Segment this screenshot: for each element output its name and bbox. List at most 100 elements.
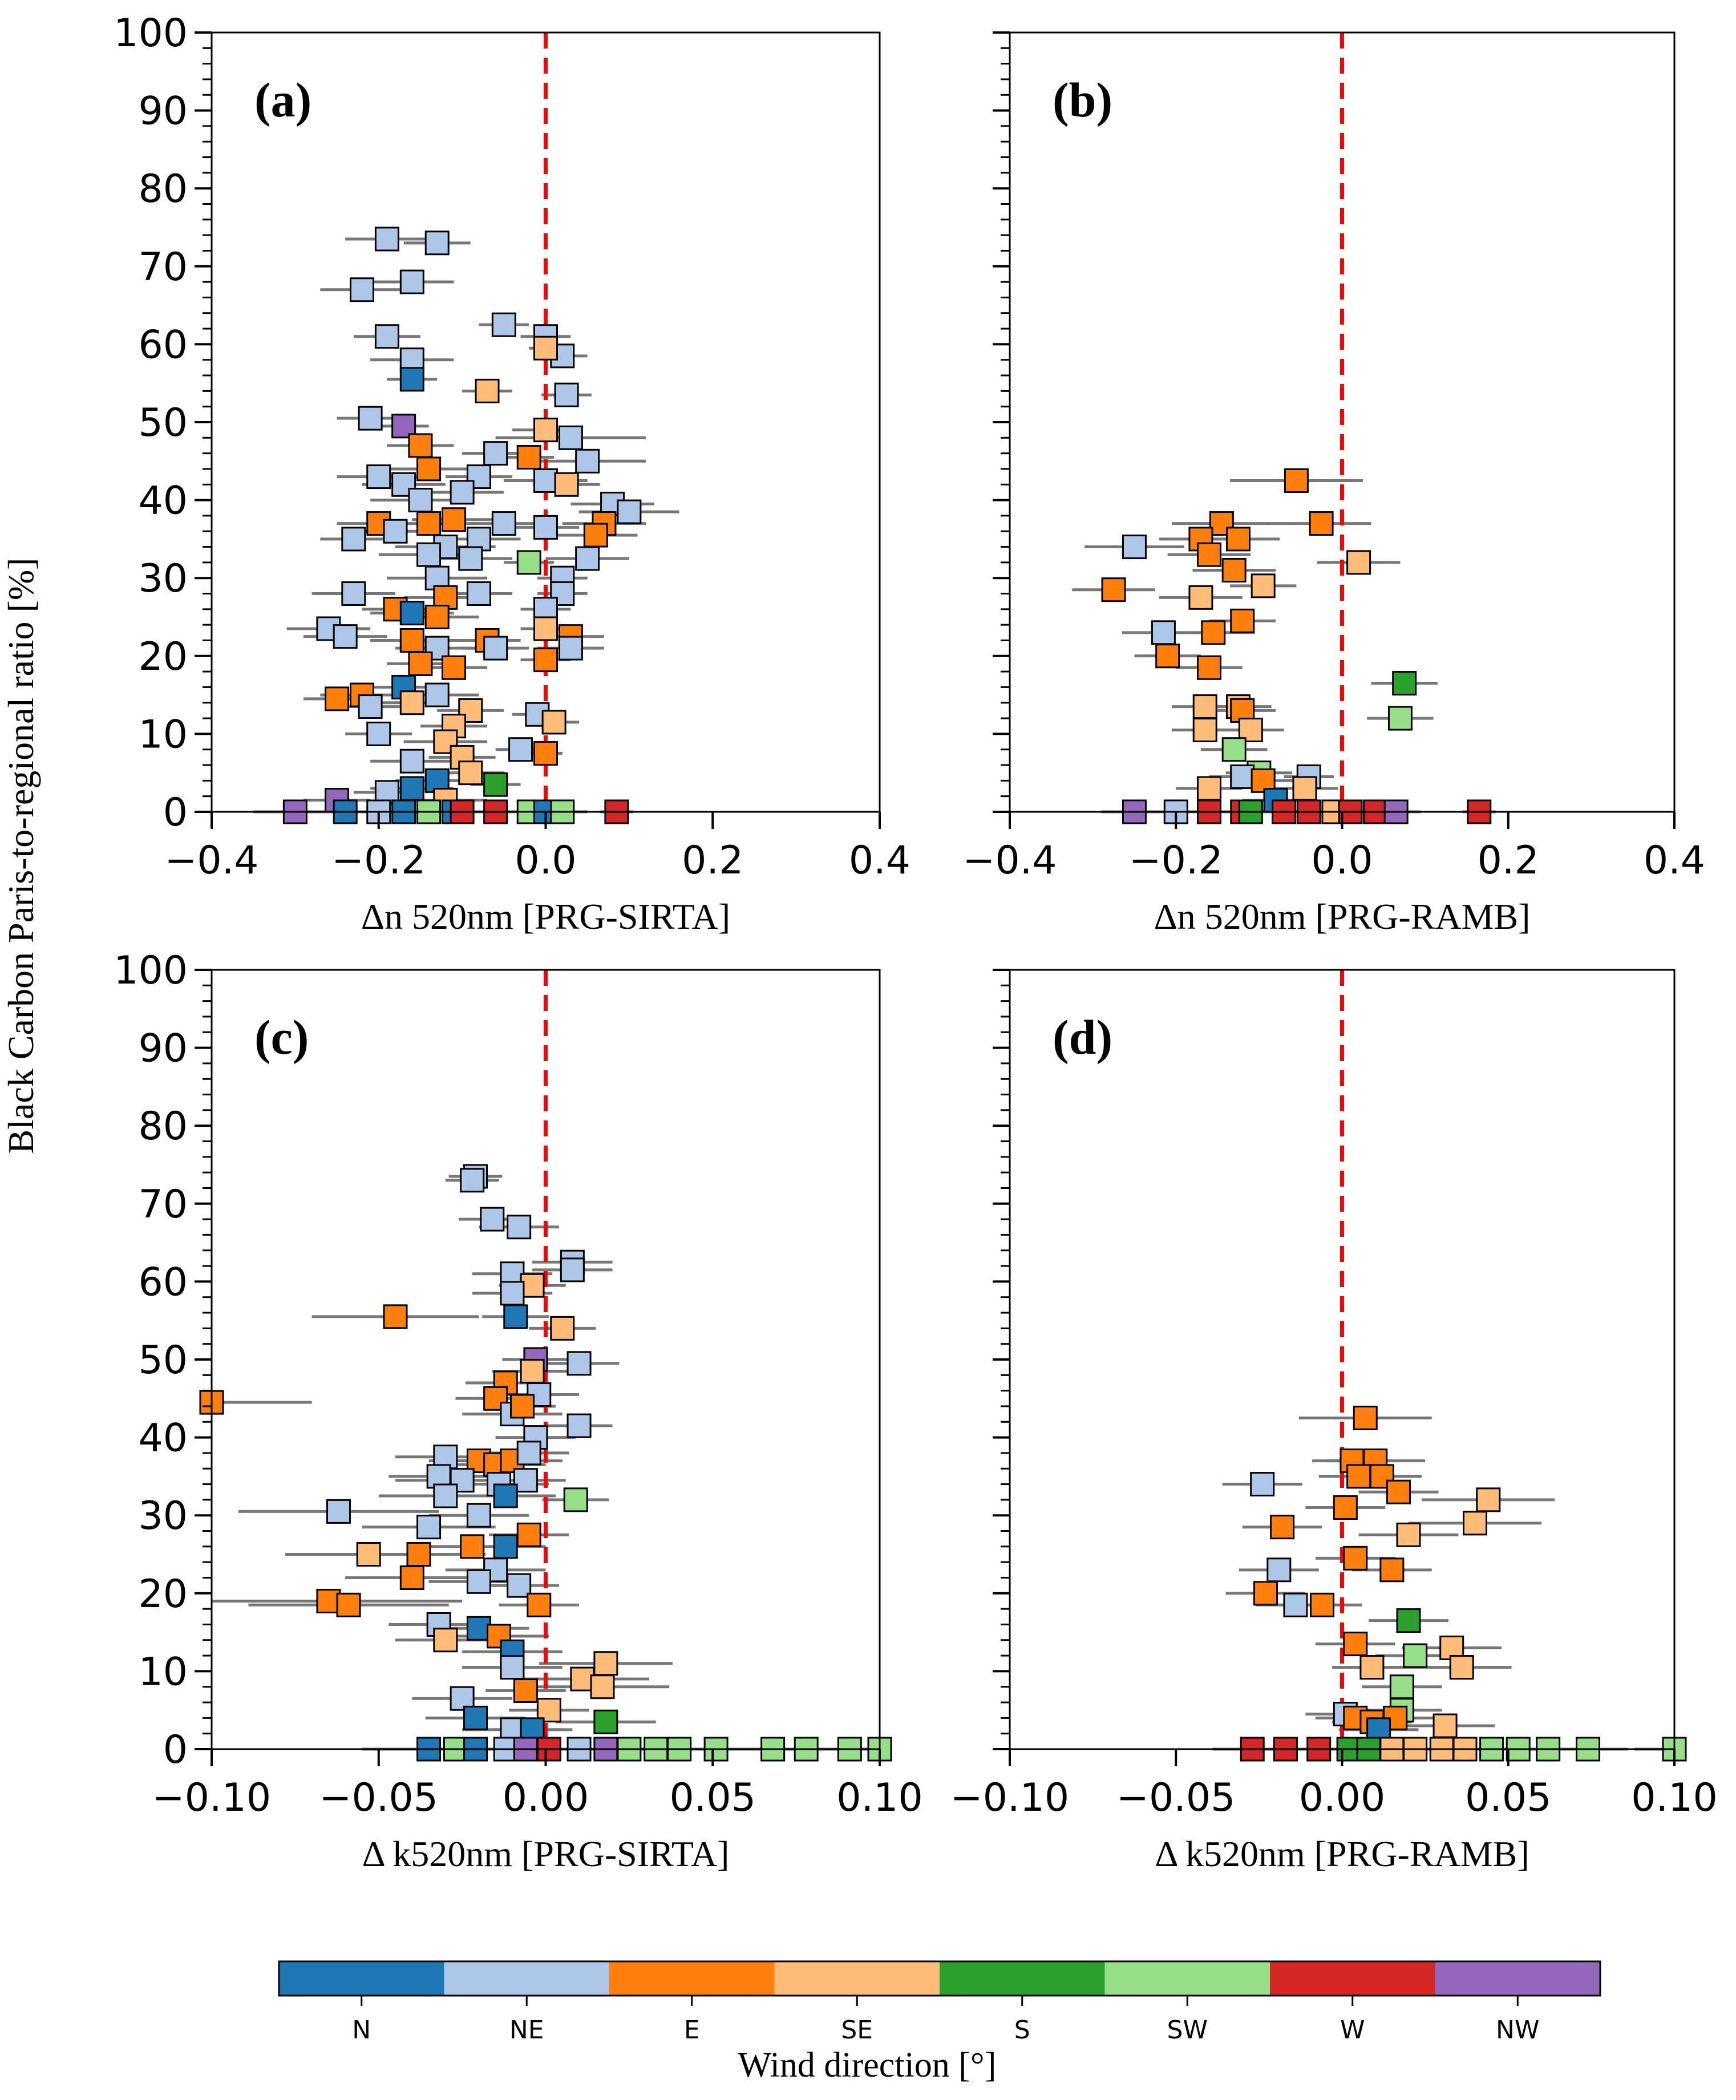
data-point — [458, 760, 483, 786]
data-point — [1292, 776, 1317, 801]
data-point — [341, 527, 366, 552]
panel-label-d: (d) — [1053, 1010, 1112, 1065]
data-point — [358, 694, 383, 719]
x-tick-label: −0.10 — [152, 1775, 271, 1820]
data-point — [399, 748, 424, 774]
data-point — [558, 636, 583, 661]
y-tick-label: 10 — [138, 1649, 188, 1694]
data-point — [1403, 1643, 1428, 1668]
colorbar-label-n: N — [352, 2016, 371, 2045]
data-point — [1230, 608, 1255, 633]
data-point — [1343, 1632, 1368, 1657]
y-tick-label: 80 — [138, 1104, 188, 1149]
y-tick-label: 90 — [138, 89, 188, 134]
data-point — [563, 1487, 588, 1512]
y-tick-label: 70 — [138, 245, 188, 290]
data-point — [1284, 468, 1309, 493]
data-point — [566, 1351, 592, 1376]
data-point — [466, 1503, 491, 1528]
data-point — [507, 1573, 532, 1598]
data-point — [441, 655, 466, 680]
data-point — [399, 628, 424, 653]
data-point — [560, 1257, 585, 1282]
error-bars-b — [1072, 479, 1496, 814]
colorbar-label-w: W — [1340, 2016, 1365, 2045]
data-point — [507, 1215, 532, 1240]
colorbar-title: Wind direction [°] — [738, 2046, 997, 2085]
y-tick-label: 0 — [163, 1727, 188, 1773]
colorbar-swatch-nw — [1435, 1961, 1601, 1996]
x-tick-label: 0.4 — [849, 838, 911, 883]
data-point — [1197, 776, 1221, 801]
data-point — [570, 1666, 595, 1692]
x-tick-label: 0.05 — [670, 1775, 756, 1820]
data-point — [550, 1316, 575, 1341]
colorbar-frame — [278, 1960, 1601, 1997]
data-point — [516, 444, 541, 470]
y-tick-label: 60 — [138, 322, 188, 367]
data-point — [466, 581, 491, 606]
data-point — [1221, 558, 1247, 583]
data-point — [566, 1413, 592, 1438]
panel-c: 0 10 20 30 40 50 60 70 80 90 100 −0.10 −0.05 0.00 0.05… — [114, 948, 923, 1874]
data-point — [1201, 620, 1226, 645]
data-point — [1387, 706, 1413, 731]
data-point — [460, 1534, 485, 1559]
markers-a — [282, 226, 642, 824]
data-point — [1155, 644, 1180, 669]
data-point — [1251, 573, 1276, 598]
data-point — [416, 511, 442, 536]
data-point — [1192, 718, 1217, 743]
data-point — [1386, 1479, 1411, 1504]
colorbar-swatch-ne — [444, 1961, 610, 1996]
data-point — [533, 741, 558, 766]
data-point — [491, 511, 516, 536]
colorbar-label-ne: NE — [509, 2016, 544, 2045]
data-point — [533, 616, 558, 641]
y-tick-label: 60 — [138, 1260, 188, 1305]
colorbar-swatch-e — [609, 1961, 775, 1996]
data-point — [366, 464, 391, 489]
data-point — [516, 1441, 541, 1466]
panel-a: 0 10 20 30 40 50 60 70 80 90 100 −0.4 −0.2 0.0 0.2 0.4 Δ… — [114, 11, 911, 937]
data-point — [475, 378, 500, 403]
data-point — [1309, 511, 1334, 536]
data-point — [399, 601, 424, 626]
data-point — [533, 515, 558, 540]
y-axis-label: Black Carbon Paris-to-regional ratio [%] — [1, 558, 41, 1154]
data-point — [416, 542, 442, 567]
data-point — [554, 382, 579, 407]
data-point — [516, 1522, 541, 1547]
data-point — [483, 636, 508, 661]
colorbar-swatch-se — [774, 1961, 940, 1996]
x-axis-label-c: Δ k520nm [PRG-SIRTA] — [362, 1834, 730, 1874]
x-tick-label: −0.05 — [1116, 1775, 1235, 1820]
panel-label-c: (c) — [254, 1010, 309, 1065]
data-point — [408, 651, 433, 676]
data-point — [1346, 1464, 1371, 1489]
x-axis-label-d: Δ k520nm [PRG-RAMB] — [1155, 1834, 1529, 1874]
x-axis-label-a: Δn 520nm [PRG-SIRTA] — [361, 896, 730, 937]
data-point — [1270, 1515, 1295, 1540]
y-tick-label: 40 — [138, 1416, 188, 1461]
y-tick-label: 20 — [138, 634, 188, 679]
colorbar-swatch-sw — [1104, 1961, 1270, 1996]
data-point — [1379, 1557, 1405, 1583]
y-tick-label: 0 — [163, 790, 188, 835]
y-tick-label: 70 — [138, 1182, 188, 1227]
data-point — [483, 1386, 508, 1411]
data-point — [541, 710, 566, 735]
y-tick-label: 90 — [138, 1026, 188, 1071]
data-point — [1392, 671, 1417, 696]
data-point — [463, 1705, 488, 1730]
data-point — [480, 1207, 505, 1232]
data-point — [558, 425, 583, 450]
data-point — [441, 507, 466, 532]
x-tick-label: 0.0 — [515, 838, 576, 883]
data-point — [1310, 1592, 1335, 1617]
data-point — [416, 1515, 442, 1540]
data-point — [1253, 1581, 1278, 1606]
data-point — [1230, 764, 1255, 790]
data-point — [593, 1709, 618, 1734]
